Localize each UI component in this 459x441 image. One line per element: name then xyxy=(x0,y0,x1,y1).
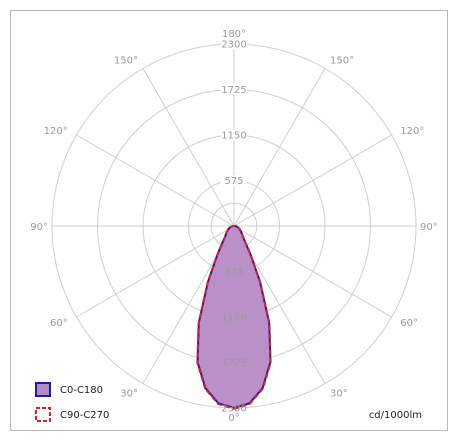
legend-label-c0-c180: C0-C180 xyxy=(60,385,103,396)
angle-label: 150° xyxy=(114,56,138,67)
tick-label-bg xyxy=(221,38,247,50)
grid-spoke xyxy=(233,68,326,227)
angle-label: 120° xyxy=(400,126,424,137)
legend: C0-C180 C90-C270 xyxy=(35,382,109,422)
series-layer xyxy=(196,225,272,410)
angle-label: 60° xyxy=(400,318,418,329)
radial-tick-label-bottom: 2300 xyxy=(221,404,246,415)
angle-label: 30° xyxy=(330,388,348,399)
series-c90-c270 xyxy=(196,225,272,410)
tick-label-bg xyxy=(221,84,247,95)
radial-tick-label-top: 2300 xyxy=(221,40,246,51)
radial-tick-label-top: 575 xyxy=(224,176,243,187)
grid-spoke xyxy=(233,225,392,318)
radial-tick-label-top: 1725 xyxy=(221,85,246,96)
angle-label: 0° xyxy=(228,413,239,424)
unit-label: cd/1000lm xyxy=(369,410,422,421)
angle-label: 60° xyxy=(50,318,68,329)
radial-tick-label-bottom: 1725 xyxy=(221,358,246,369)
tick-label-bg xyxy=(221,129,247,141)
angle-label: 90° xyxy=(420,222,438,233)
radial-tick-label-bottom: 1150 xyxy=(221,313,246,324)
grid-spoke xyxy=(76,225,235,318)
angle-label: 90° xyxy=(30,222,48,233)
grid-spoke xyxy=(233,134,392,227)
angle-label: 30° xyxy=(120,388,138,399)
legend-label-c90-c270: C90-C270 xyxy=(60,410,109,421)
angle-label: 120° xyxy=(44,126,68,137)
label-layer: 575575115011501725172523002300180°150°15… xyxy=(30,29,437,424)
angle-label: 180° xyxy=(222,29,246,40)
tick-label-bg xyxy=(221,175,247,186)
legend-swatch-c90-c270 xyxy=(35,407,51,422)
legend-swatch-c0-c180 xyxy=(35,382,51,397)
radial-tick-label-bottom: 575 xyxy=(224,267,243,278)
radial-tick-label-top: 1150 xyxy=(221,131,246,142)
grid-spoke xyxy=(76,134,235,227)
angle-label: 150° xyxy=(330,56,354,67)
grid-spoke xyxy=(142,68,235,227)
